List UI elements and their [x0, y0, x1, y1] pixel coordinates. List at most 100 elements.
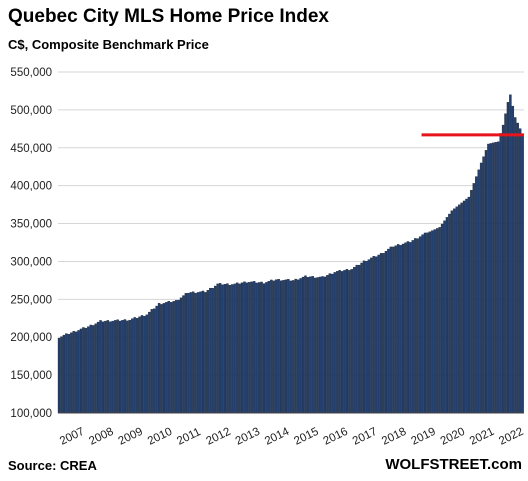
bar: [306, 277, 310, 414]
bar: [440, 223, 444, 414]
bar: [455, 206, 458, 414]
bar: [453, 208, 456, 414]
bar: [331, 273, 334, 414]
y-tick-label: 550,000: [10, 67, 52, 79]
bar: [457, 204, 461, 414]
bar: [450, 210, 454, 414]
bar: [428, 231, 432, 414]
bar: [199, 291, 202, 414]
bar: [187, 292, 190, 414]
bar: [82, 327, 85, 414]
y-tick-label: 500,000: [10, 105, 52, 117]
bar: [357, 264, 361, 414]
bar: [128, 319, 131, 414]
bar: [250, 281, 253, 414]
bar: [445, 217, 449, 414]
bar: [467, 196, 471, 414]
bar: [60, 336, 63, 414]
bar: [57, 337, 61, 414]
y-tick-label: 100,000: [10, 408, 52, 420]
bar: [326, 275, 329, 414]
bar: [89, 324, 92, 414]
bar: [182, 295, 185, 414]
chart-subtitle: C$, Composite Benchmark Price: [8, 37, 209, 52]
bar: [255, 282, 258, 414]
bars: [57, 94, 524, 414]
bar: [121, 320, 124, 414]
bar: [479, 162, 483, 414]
bar: [289, 280, 293, 414]
bar: [360, 262, 363, 414]
bar: [382, 253, 385, 414]
bar: [279, 280, 283, 414]
bar: [167, 301, 171, 414]
bar: [399, 245, 402, 414]
bar: [194, 292, 197, 414]
bar: [267, 280, 271, 414]
bar: [335, 271, 339, 414]
bar: [484, 150, 488, 414]
bar: [487, 143, 490, 414]
x-tick-label: 2009: [117, 426, 145, 448]
bar: [387, 248, 390, 414]
bar: [460, 202, 463, 414]
bar: [287, 279, 290, 414]
bar: [118, 320, 122, 414]
y-tick-label: 350,000: [10, 219, 52, 231]
bar: [350, 269, 354, 414]
bar: [301, 276, 305, 414]
x-tick-label: 2012: [204, 426, 232, 448]
bar: [87, 326, 90, 414]
x-tick-label: 2015: [292, 426, 320, 448]
bar: [84, 327, 88, 414]
bar: [260, 281, 263, 414]
bar: [223, 284, 227, 414]
bar: [299, 278, 302, 414]
bar: [104, 320, 107, 414]
bar: [506, 102, 510, 414]
bar: [116, 319, 119, 414]
bar: [375, 256, 378, 414]
bar: [396, 244, 400, 414]
bar: [321, 276, 324, 414]
bar: [389, 246, 393, 414]
bar: [133, 317, 136, 414]
bar: [138, 316, 141, 414]
y-tick-label: 450,000: [10, 143, 52, 155]
bar: [504, 113, 507, 414]
bar: [192, 291, 195, 414]
bar: [365, 261, 368, 414]
bar: [367, 259, 371, 414]
bar: [465, 198, 468, 414]
bar: [65, 333, 68, 414]
x-tick-label: 2014: [263, 425, 292, 447]
bar: [126, 320, 129, 414]
bar: [231, 284, 234, 414]
bar: [362, 260, 366, 414]
x-tick-label: 2022: [497, 426, 525, 448]
x-axis: 2007 2008 2009 2010 2011 2012 2013 2014 2015 2016…: [58, 425, 525, 447]
bar: [262, 283, 266, 414]
bar: [379, 253, 383, 414]
bar: [201, 290, 205, 414]
bar: [499, 133, 502, 414]
x-tick-label: 2020: [439, 426, 467, 448]
bar: [204, 292, 207, 414]
source-note: Source: CREA: [8, 458, 97, 473]
x-tick-label: 2007: [58, 426, 86, 448]
bar: [243, 281, 246, 414]
y-axis: 100,000 150,000 200,000 250,000 300,000 350,0…: [10, 67, 524, 420]
bar: [296, 279, 300, 414]
bar: [135, 317, 139, 414]
bar: [245, 282, 249, 414]
bar: [155, 305, 158, 414]
bar: [443, 220, 446, 414]
bar: [518, 128, 522, 414]
bar: [140, 315, 144, 414]
bar: [318, 276, 322, 414]
bar: [345, 269, 349, 414]
bar: [392, 246, 395, 414]
bar: [284, 279, 288, 414]
bar: [272, 280, 275, 414]
bar: [99, 320, 102, 414]
